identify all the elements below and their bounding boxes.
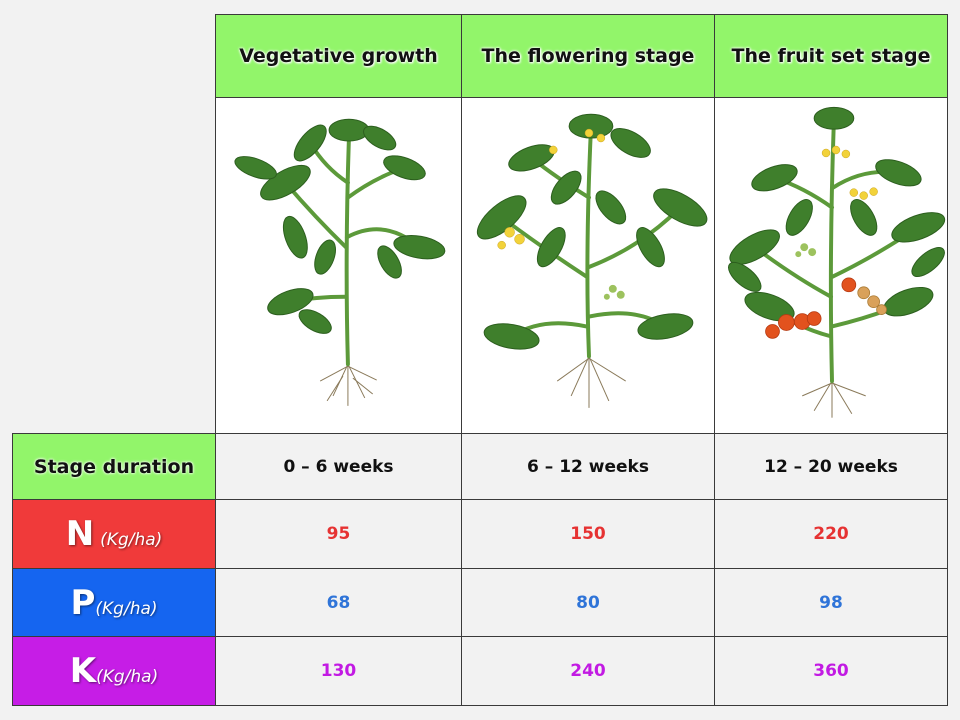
header-vegetative: Vegetative growth: [215, 14, 462, 98]
nitrogen-fruit-set: 220: [714, 499, 948, 569]
plant-image-vegetative: [215, 97, 462, 434]
potassium-fruit-set: 360: [714, 636, 948, 706]
potassium-symbol: K: [69, 651, 97, 691]
header-flowering-label: The flowering stage: [481, 45, 695, 67]
phosphorus-fruit-set: 98: [714, 568, 948, 637]
young-tomato-plant-icon: [234, 118, 446, 406]
row-label-phosphorus: P (Kg/ha): [12, 568, 216, 637]
row-label-nitrogen: N (Kg/ha): [12, 499, 216, 569]
row-label-stage-duration: Stage duration: [12, 433, 216, 500]
phosphorus-flowering: 80: [461, 568, 715, 637]
phosphorus-symbol: P: [70, 582, 96, 623]
potassium-unit: (Kg/ha): [96, 667, 159, 687]
row-label-potassium: K (Kg/ha): [12, 636, 216, 706]
header-fruit-set-label: The fruit set stage: [731, 45, 931, 67]
plant-image-fruit-set: [714, 97, 948, 434]
plant-image-flowering: [461, 97, 715, 434]
header-fruit-set: The fruit set stage: [714, 14, 948, 98]
nitrogen-symbol: N: [65, 514, 95, 554]
potassium-vegetative: 130: [215, 636, 462, 706]
duration-fruit-set: 12 – 20 weeks: [714, 433, 948, 500]
nitrogen-vegetative: 95: [215, 499, 462, 569]
fruiting-tomato-plant-icon: [728, 106, 946, 418]
flowering-tomato-plant-icon: [476, 113, 708, 408]
potassium-flowering: 240: [461, 636, 715, 706]
header-vegetative-label: Vegetative growth: [239, 45, 438, 67]
header-flowering: The flowering stage: [461, 14, 715, 98]
duration-vegetative: 0 – 6 weeks: [215, 433, 462, 500]
phosphorus-unit: (Kg/ha): [95, 598, 158, 619]
duration-flowering: 6 – 12 weeks: [461, 433, 715, 500]
phosphorus-vegetative: 68: [215, 568, 462, 637]
nitrogen-flowering: 150: [461, 499, 715, 569]
nitrogen-unit: (Kg/ha): [100, 530, 163, 550]
stage-duration-label: Stage duration: [33, 455, 195, 478]
